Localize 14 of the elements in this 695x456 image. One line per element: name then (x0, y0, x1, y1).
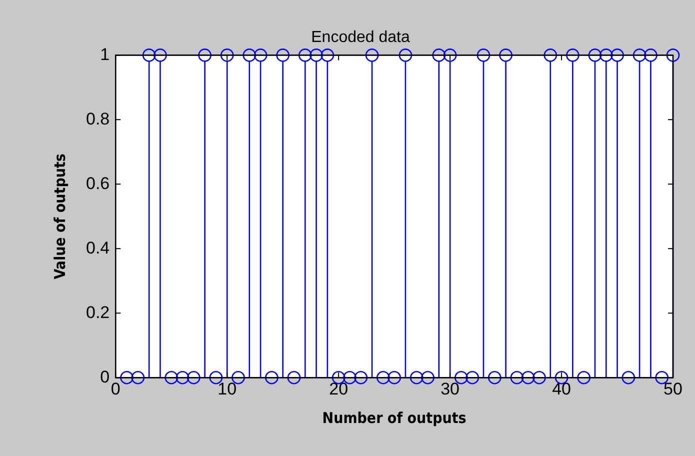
y-tick-label: 0.4 (86, 238, 110, 258)
x-axis-title: Number of outputs (322, 408, 466, 427)
x-tick-label: 50 (664, 379, 682, 398)
x-tick-label: 30 (440, 379, 460, 398)
y-axis-title: Value of outputs (50, 154, 69, 280)
y-tick-label: 0 (100, 367, 110, 386)
chart-title: Encoded data (311, 29, 410, 46)
x-tick-label: 40 (552, 379, 571, 398)
y-tick-label: 0.8 (86, 109, 110, 128)
x-tick-label: 10 (218, 379, 237, 398)
y-tick-label: 0.2 (86, 302, 110, 322)
y-tick-label: 0.6 (86, 174, 110, 193)
x-tick-label: 20 (329, 379, 348, 398)
y-tick-label: 1 (100, 44, 110, 64)
